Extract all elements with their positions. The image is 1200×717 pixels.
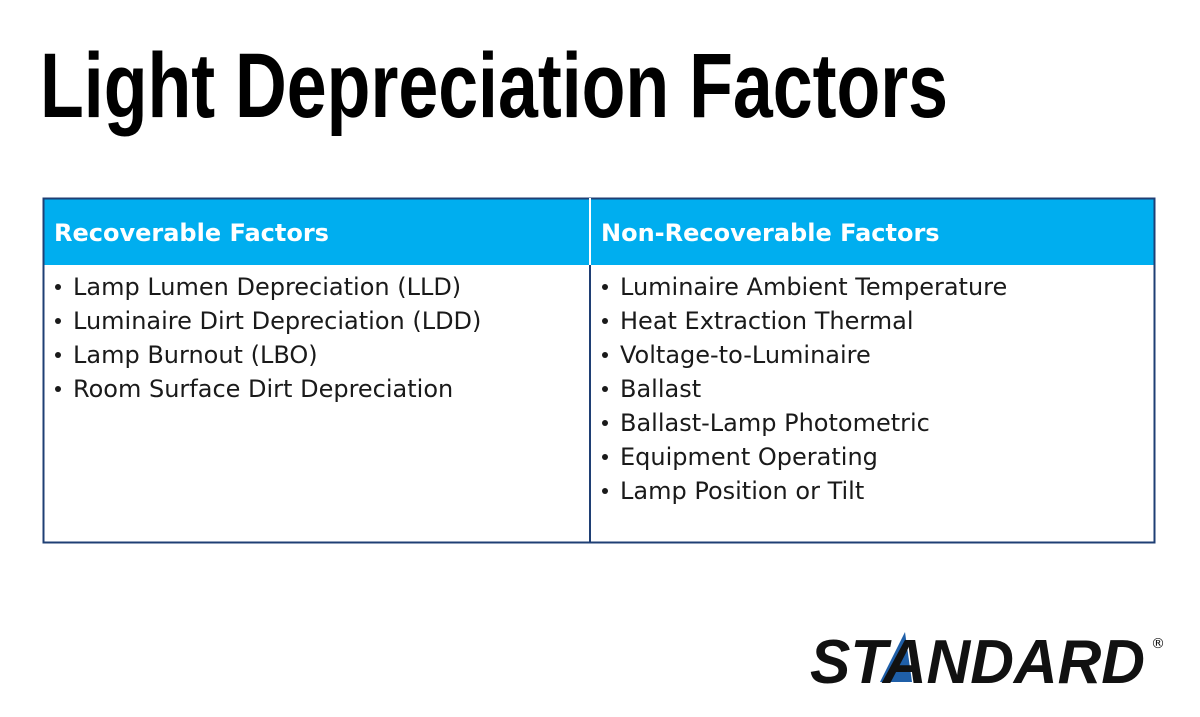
column-heading: Non-Recoverable Factors	[601, 219, 940, 247]
list-item: Luminaire Dirt Depreciation (LDD)	[73, 307, 481, 335]
bullet	[55, 352, 61, 358]
list-item: Ballast	[620, 375, 701, 403]
bullet	[602, 454, 608, 460]
bullet	[55, 284, 61, 290]
list-item: Lamp Position or Tilt	[620, 477, 864, 505]
list-item: Lamp Lumen Depreciation (LLD)	[73, 273, 461, 301]
list-item: Ballast-Lamp Photometric	[620, 409, 930, 437]
bullet	[602, 420, 608, 426]
list-item: Luminaire Ambient Temperature	[620, 273, 1007, 301]
list-item: Heat Extraction Thermal	[620, 307, 914, 335]
bullet	[55, 386, 61, 392]
bullet	[602, 352, 608, 358]
title: Light Depreciation Factors	[40, 35, 948, 137]
column-heading: Recoverable Factors	[54, 219, 329, 247]
list-item: Lamp Burnout (LBO)	[73, 341, 318, 369]
list-item: Voltage-to-Luminaire	[620, 341, 871, 369]
logo-text: STANDARD	[810, 628, 1145, 697]
bullet	[602, 284, 608, 290]
logo-triangle	[880, 632, 912, 682]
bullet	[602, 386, 608, 392]
table-header-bg	[43, 198, 1155, 265]
bullet	[602, 488, 608, 494]
list-item: Equipment Operating	[620, 443, 878, 471]
table-border	[42, 197, 1156, 544]
logo-registered: ®	[1151, 636, 1165, 652]
bullet	[602, 318, 608, 324]
list-item: Room Surface Dirt Depreciation	[73, 375, 453, 403]
bullet	[55, 318, 61, 324]
